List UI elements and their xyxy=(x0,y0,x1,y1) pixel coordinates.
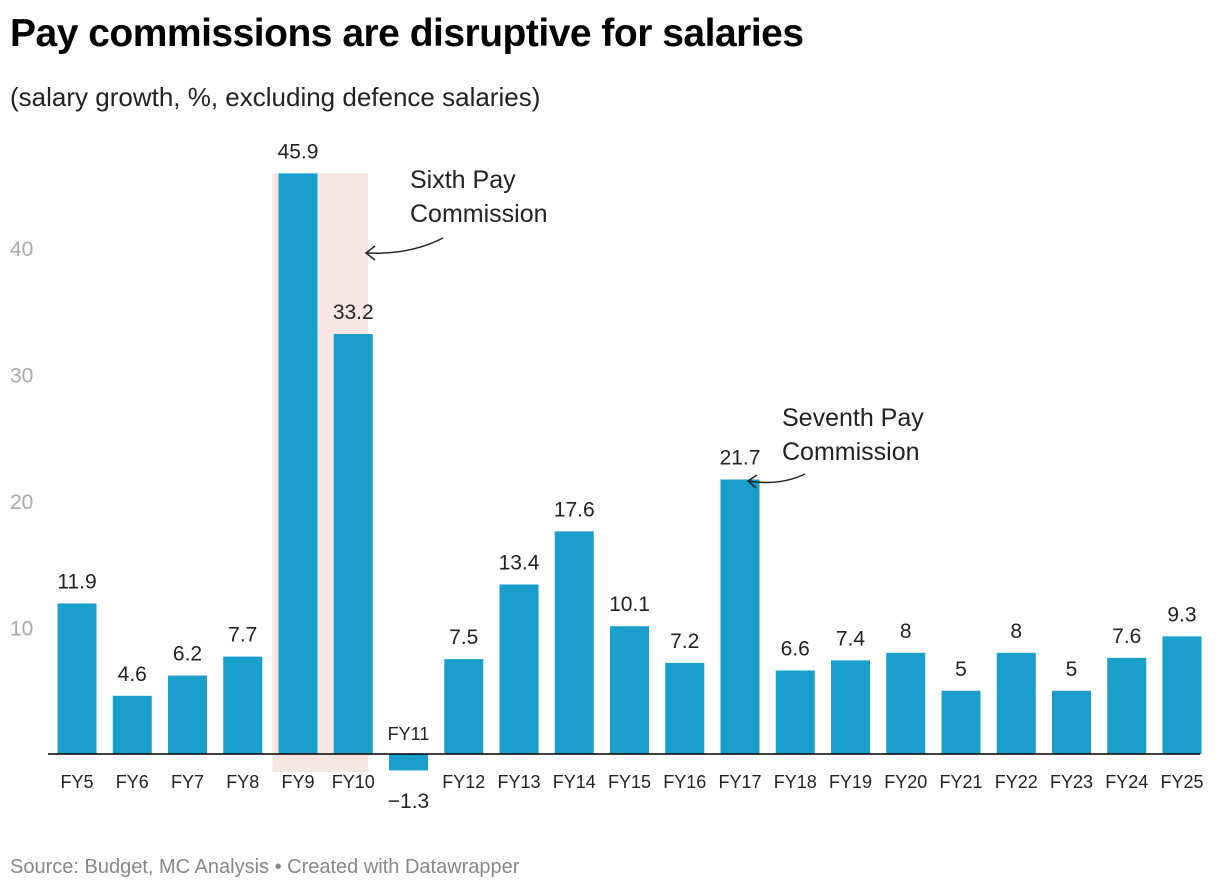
x-tick-label: FY25 xyxy=(1160,772,1203,792)
bar-FY17 xyxy=(720,479,760,754)
chart-title: Pay commissions are disruptive for salar… xyxy=(10,12,804,55)
chart-subtitle: (salary growth, %, excluding defence sal… xyxy=(10,82,541,112)
bar-FY11 xyxy=(389,754,428,771)
y-tick-label: 40 xyxy=(10,238,33,261)
value-label: 8 xyxy=(900,620,912,643)
value-label: 9.3 xyxy=(1167,603,1196,626)
bar-FY23 xyxy=(1052,690,1091,754)
value-label: 7.2 xyxy=(670,630,699,653)
x-tick-label: FY12 xyxy=(442,772,485,792)
bar-FY25 xyxy=(1162,636,1202,754)
x-tick-label: FY9 xyxy=(281,772,314,792)
x-tick-label: FY5 xyxy=(60,772,93,792)
x-tick-label: FY13 xyxy=(497,772,540,792)
value-label: 7.7 xyxy=(228,624,257,647)
bar-FY19 xyxy=(831,660,870,754)
bar-FY15 xyxy=(610,626,649,754)
value-label: 13.4 xyxy=(499,551,540,574)
x-tick-label: FY20 xyxy=(884,772,927,792)
value-label: 21.7 xyxy=(720,446,761,469)
x-tick-label: FY8 xyxy=(226,772,259,792)
annotation-seventh-line2: Commission xyxy=(782,438,920,466)
x-tick-label: FY17 xyxy=(718,772,761,792)
bar-FY22 xyxy=(996,652,1036,754)
value-label: 8 xyxy=(1010,620,1022,643)
bar-FY8 xyxy=(223,656,263,754)
x-tick-label: FY14 xyxy=(553,772,596,792)
annotation-arrow xyxy=(747,473,806,484)
bar-FY20 xyxy=(886,652,926,754)
bar-FY14 xyxy=(554,531,594,754)
annotation-sixth-line2: Commission xyxy=(410,200,548,228)
x-tick-label: FY21 xyxy=(939,772,982,792)
annotation-arrow xyxy=(366,237,444,254)
annotation-seventh-line1: Seventh Pay xyxy=(782,404,924,432)
arrowhead-icon xyxy=(746,474,758,489)
x-tick-label: FY19 xyxy=(829,772,872,792)
value-label: 7.6 xyxy=(1112,625,1141,648)
value-label: 5 xyxy=(1066,658,1078,681)
value-label: 17.6 xyxy=(554,498,595,521)
bar-FY12 xyxy=(444,659,484,754)
y-tick-label: 20 xyxy=(10,491,33,514)
x-tick-label: FY7 xyxy=(171,772,204,792)
bar-FY16 xyxy=(665,662,705,754)
value-label: 10.1 xyxy=(609,593,650,616)
annotation-sixth-line1: Sixth Pay xyxy=(410,166,516,194)
x-tick-label: FY10 xyxy=(332,772,375,792)
y-tick-label: 10 xyxy=(10,618,33,641)
bar-FY10 xyxy=(333,334,373,754)
value-label: 4.6 xyxy=(118,663,147,686)
value-label: 11.9 xyxy=(57,570,96,593)
value-label: −1.3 xyxy=(388,790,429,813)
value-label: 6.2 xyxy=(173,643,202,666)
bar-FY24 xyxy=(1107,657,1147,754)
value-label: 6.6 xyxy=(781,638,810,661)
bar-FY5 xyxy=(57,603,97,754)
bar-FY21 xyxy=(941,690,981,754)
x-tick-label: FY18 xyxy=(774,772,817,792)
bar-FY13 xyxy=(499,584,539,754)
x-tick-label: FY23 xyxy=(1050,772,1093,792)
x-tick-label: FY15 xyxy=(608,772,651,792)
value-label: 7.5 xyxy=(449,626,478,649)
x-tick-label: FY16 xyxy=(663,772,706,792)
bar-FY18 xyxy=(775,670,815,754)
x-tick-label: FY11 xyxy=(388,724,430,744)
bar-FY7 xyxy=(168,675,207,754)
source-footer: Source: Budget, MC Analysis • Created wi… xyxy=(10,856,520,878)
arrowhead-icon xyxy=(364,245,376,261)
bar-FY6 xyxy=(112,695,152,754)
value-label: 45.9 xyxy=(278,140,319,163)
x-tick-label: FY6 xyxy=(116,772,149,792)
value-label: 7.4 xyxy=(836,627,866,650)
x-tick-label: FY22 xyxy=(995,772,1038,792)
value-label: 33.2 xyxy=(333,301,374,324)
y-tick-label: 30 xyxy=(10,365,33,388)
bar-FY9 xyxy=(278,173,318,755)
x-tick-label: FY24 xyxy=(1105,772,1148,792)
value-label: 5 xyxy=(955,658,967,681)
